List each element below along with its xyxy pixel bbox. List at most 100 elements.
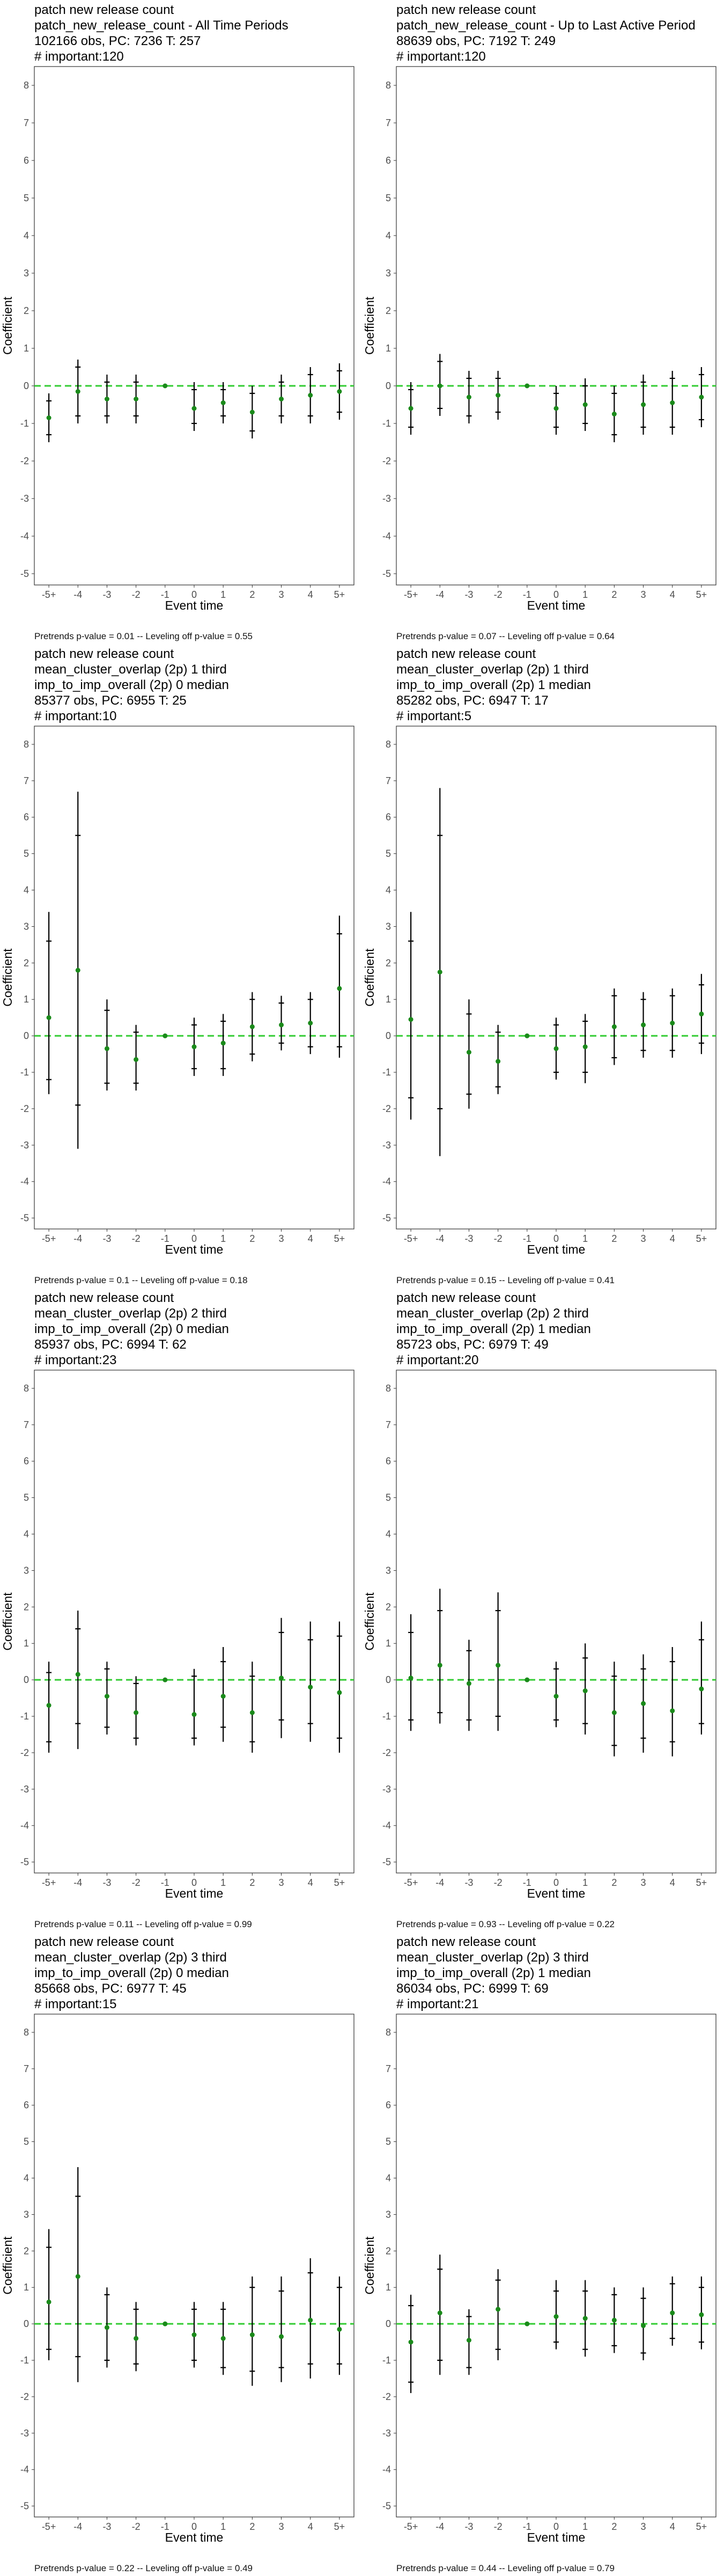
coefficient-estimate <box>698 2276 704 2350</box>
coefficient-chart: -5 -4 -3 -2 -1 0 1 2 3 4 5 6 7 8 -5+ -4 -3 -2 -1 0 1 2 3 4 5+ Eve… <box>1 66 354 612</box>
y-tick-label: 0 <box>386 1674 391 1685</box>
coefficient-estimate <box>191 2302 197 2368</box>
coefficient-estimate <box>75 360 81 423</box>
y-tick-label: 5 <box>24 193 29 203</box>
point-estimate <box>134 2336 139 2341</box>
point-estimate <box>408 1017 413 1022</box>
event-study-panel: patch new release count mean_cluster_over… <box>0 644 362 1288</box>
coefficient-estimate <box>553 1662 559 1728</box>
x-tick-label: -5+ <box>404 1877 418 1888</box>
y-tick-label: -1 <box>20 418 29 429</box>
event-study-panel: patch new release count mean_cluster_over… <box>362 1932 724 2576</box>
y-axis-title: Coefficient <box>1 948 14 1007</box>
coefficient-estimate <box>582 1014 588 1084</box>
coefficient-estimate <box>698 367 704 427</box>
x-tick-label: -5+ <box>42 1877 56 1888</box>
y-axis-title: Coefficient <box>363 948 376 1007</box>
y-tick-label: 8 <box>386 739 391 750</box>
point-estimate <box>466 394 471 400</box>
coefficient-estimate <box>437 354 443 416</box>
y-tick-label: 1 <box>386 343 391 354</box>
y-tick-label: -5 <box>382 568 391 579</box>
y-tick-label: 6 <box>24 812 29 823</box>
point-estimate <box>437 969 442 975</box>
panel-title-line: imp_to_imp_overall (2p) 0 median <box>34 678 229 692</box>
x-tick-label: 0 <box>553 589 559 600</box>
x-tick-label: -3 <box>464 589 473 600</box>
y-tick-label: 4 <box>386 230 391 241</box>
point-estimate <box>162 1677 168 1682</box>
point-estimate <box>104 1694 109 1699</box>
y-tick-label: 2 <box>24 1601 29 1612</box>
coefficient-estimate <box>46 2229 52 2361</box>
y-tick-label: -1 <box>382 418 391 429</box>
x-tick-label: -4 <box>73 2521 82 2532</box>
y-tick-label: -4 <box>382 2464 391 2475</box>
point-estimate <box>134 1057 139 1062</box>
point-estimate <box>46 1703 51 1708</box>
point-estimate <box>46 1015 51 1020</box>
coefficient-estimate <box>669 2276 675 2346</box>
x-tick-label: -1 <box>161 589 169 600</box>
point-estimate <box>582 1688 588 1694</box>
panel-title-line: # important:20 <box>396 1353 479 1367</box>
y-tick-label: -5 <box>20 1213 29 1224</box>
x-tick-label: 3 <box>279 589 284 600</box>
panel-title: patch new release count patch_new_release… <box>34 2 289 64</box>
y-tick-label: -3 <box>20 1784 29 1795</box>
x-tick-label: -5+ <box>42 589 56 600</box>
coefficient-estimate <box>495 1592 501 1731</box>
coefficient-chart: -5 -4 -3 -2 -1 0 1 2 3 4 5 6 7 8 -5+ -4 -3 -2 -1 0 1 2 3 4 5+ Eve… <box>363 2014 716 2544</box>
coefficient-estimate <box>307 992 313 1055</box>
coefficient-estimate <box>553 1018 559 1080</box>
panel-title-line: 85723 obs, PC: 6979 T: 49 <box>396 1337 549 1352</box>
coefficient-estimate <box>75 2167 81 2382</box>
y-axis-title: Coefficient <box>1 1592 14 1651</box>
y-tick-label: 6 <box>386 2100 391 2111</box>
coefficient-estimate <box>408 912 414 1120</box>
y-tick-label: -5 <box>20 1857 29 1868</box>
pvalue-footer: Pretrends p-value = 0.22 -- Leveling off… <box>34 2563 253 2573</box>
x-tick-label: -5+ <box>42 1233 56 1244</box>
panel-title-line: # important:23 <box>34 1353 117 1367</box>
y-tick-label: 8 <box>24 1383 29 1394</box>
x-axis-title: Event time <box>165 1242 224 1256</box>
coefficient-estimate <box>104 999 110 1091</box>
point-estimate <box>162 383 168 389</box>
y-axis-title: Coefficient <box>1 2236 14 2295</box>
coefficient-estimate <box>495 2269 501 2361</box>
panel-title: patch new release count mean_cluster_over… <box>396 646 591 724</box>
coefficient-estimate <box>669 988 675 1058</box>
y-tick-label: 1 <box>24 343 29 354</box>
coefficient-chart: -5 -4 -3 -2 -1 0 1 2 3 4 5 6 7 8 -5+ -4 -3 -2 -1 0 1 2 3 4 5+ Eve… <box>363 66 716 612</box>
point-estimate <box>641 1701 646 1706</box>
panel-title-line: mean_cluster_overlap (2p) 1 third <box>396 662 589 677</box>
y-tick-label: 2 <box>386 1601 391 1612</box>
x-tick-label: 5+ <box>334 1877 345 1888</box>
point-estimate <box>466 2338 471 2343</box>
coefficient-estimate <box>278 2276 284 2382</box>
coefficient-estimate <box>698 1621 704 1735</box>
point-estimate <box>104 397 109 401</box>
x-tick-label: -1 <box>523 589 531 600</box>
panel-title-line: patch new release count <box>34 1291 174 1305</box>
point-estimate <box>408 2339 413 2345</box>
point-estimate <box>699 2312 704 2317</box>
point-estimate <box>496 1663 501 1668</box>
point-estimate <box>553 2314 559 2319</box>
pvalue-footer: Pretrends p-value = 0.1 -- Leveling off … <box>34 1275 248 1285</box>
coefficient-estimate <box>611 2287 617 2353</box>
coefficient-estimate <box>133 375 139 423</box>
x-tick-label: -3 <box>102 1877 111 1888</box>
coefficient-estimate <box>437 788 443 1157</box>
coefficient-estimate <box>408 1614 414 1731</box>
x-tick-label: 2 <box>249 1877 255 1888</box>
y-tick-label: -2 <box>382 2391 391 2402</box>
x-tick-label: -1 <box>523 1877 531 1888</box>
y-tick-label: -1 <box>382 2355 391 2366</box>
x-axis-title: Event time <box>527 1886 586 1900</box>
y-tick-label: 8 <box>386 1383 391 1394</box>
point-estimate <box>104 2325 109 2330</box>
event-study-panel: patch new release count mean_cluster_over… <box>0 1932 362 2576</box>
coefficient-estimate <box>191 382 197 431</box>
